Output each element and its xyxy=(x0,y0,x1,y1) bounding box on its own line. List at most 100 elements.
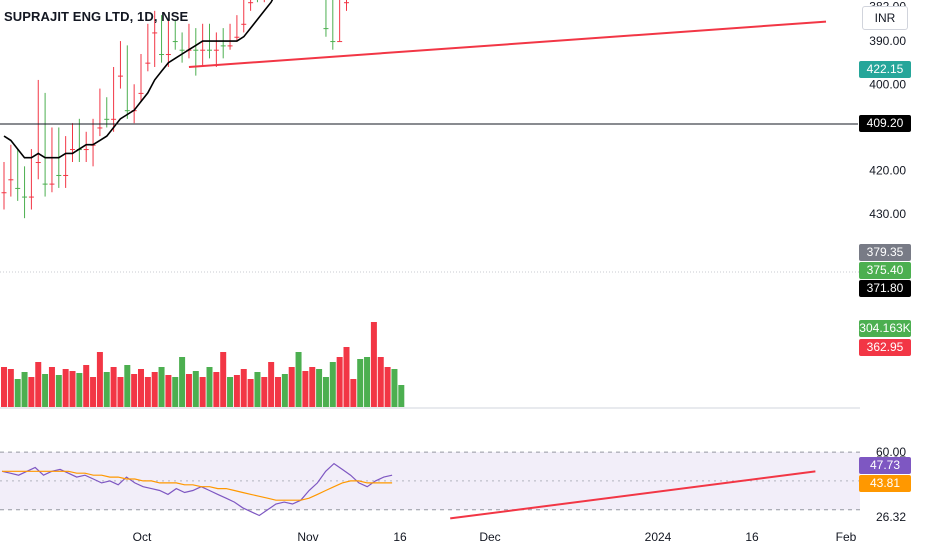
volume-bar xyxy=(227,377,234,407)
volume-bar xyxy=(261,377,268,407)
entry-price-badge: 379.35 xyxy=(859,244,911,261)
candle-body xyxy=(330,41,336,43)
candle-body xyxy=(124,110,130,112)
volume-bar xyxy=(295,352,302,407)
volume-bar xyxy=(28,377,35,407)
volume-bar xyxy=(172,377,179,407)
price-tick-label: 430.00 xyxy=(869,207,906,221)
currency-selector[interactable]: INR xyxy=(862,6,908,30)
volume-bar xyxy=(7,369,14,407)
volume-bar xyxy=(21,372,28,407)
rsi-value-badge: 47.73 xyxy=(859,457,911,474)
candle-body xyxy=(56,174,62,176)
target-price-badge: 422.15 xyxy=(859,61,911,78)
candle-body xyxy=(145,62,151,64)
candle-body xyxy=(152,32,158,34)
volume-bar xyxy=(151,372,158,407)
volume-bar xyxy=(254,372,261,407)
volume-bar xyxy=(179,357,186,407)
candle-body xyxy=(179,49,185,51)
candle-body xyxy=(28,196,34,198)
volume-bar xyxy=(275,377,281,407)
grid-lines xyxy=(0,271,860,409)
candle-body xyxy=(220,45,226,47)
ma-polyline xyxy=(3,0,274,159)
volume-bar xyxy=(370,322,377,407)
candle-body xyxy=(8,179,14,181)
price-tick-label: 420.00 xyxy=(869,164,906,178)
volume-bar xyxy=(42,374,49,407)
volume-bar xyxy=(316,369,323,407)
horizontal-line-price-badge: 409.20 xyxy=(859,115,911,132)
volume-bar xyxy=(96,352,103,407)
time-tick-label: 2024 xyxy=(645,530,672,544)
candle-body xyxy=(172,41,178,43)
time-tick-label: 16 xyxy=(393,530,407,544)
rsi-ma-line xyxy=(2,470,393,501)
upper-trendline xyxy=(188,20,827,68)
volume-bar xyxy=(288,367,295,407)
volume-bar xyxy=(55,375,62,407)
time-tick-label: Nov xyxy=(297,530,318,544)
volume-bar xyxy=(309,367,316,407)
candle-body xyxy=(138,92,144,94)
volume-bar xyxy=(364,357,371,407)
candle-body xyxy=(193,49,199,51)
candle-body xyxy=(70,149,75,151)
volume-bar xyxy=(199,377,206,407)
candle-body xyxy=(165,54,171,56)
volume-bar xyxy=(76,373,83,407)
volume-bar xyxy=(398,385,405,407)
volume-bar xyxy=(220,352,227,407)
volume-bar xyxy=(343,347,350,407)
candle-body xyxy=(337,41,343,43)
volume-bar xyxy=(185,374,192,407)
candle-body xyxy=(207,49,212,51)
rsi-pane xyxy=(0,451,860,520)
candle-body xyxy=(111,118,117,120)
volume-bar xyxy=(240,369,247,407)
candle-body xyxy=(234,36,240,38)
candle-body xyxy=(49,183,55,185)
time-tick-label: 16 xyxy=(745,530,759,544)
volume-bar xyxy=(302,371,309,407)
time-tick-label: Feb xyxy=(836,530,857,544)
candle-body xyxy=(344,2,349,4)
stop-price-badge: 362.95 xyxy=(859,339,911,356)
volume-bar xyxy=(213,372,220,407)
volume-bar xyxy=(158,367,165,407)
volume-bar xyxy=(110,367,117,407)
volume-bar xyxy=(144,377,151,407)
time-tick-label: Dec xyxy=(479,530,500,544)
volume-bar xyxy=(48,367,55,407)
trendlines xyxy=(188,20,827,68)
volume-bar xyxy=(62,369,69,407)
candle-body xyxy=(1,192,7,194)
moving-average-price-badge: 371.80 xyxy=(859,280,911,297)
rsi-tick-label: 60.00 xyxy=(876,445,906,459)
volume-bar xyxy=(90,377,97,407)
candle-body xyxy=(63,174,69,176)
candle-body xyxy=(323,28,329,30)
volume-bar xyxy=(69,371,76,407)
volume-bar xyxy=(138,369,144,407)
volume-bar xyxy=(35,362,42,407)
candle-body xyxy=(241,23,247,25)
volume-bar xyxy=(384,367,391,407)
candle-body xyxy=(97,127,103,129)
price-tick-label: 400.00 xyxy=(869,77,906,91)
volume-bar xyxy=(281,374,288,407)
candle-body xyxy=(227,45,233,47)
volume-bar xyxy=(206,367,213,407)
volume-bar xyxy=(391,369,398,407)
volume-bar xyxy=(131,374,138,407)
close-price-badge: 375.40 xyxy=(859,262,911,279)
volume-bar xyxy=(1,367,7,407)
volume-bar xyxy=(117,377,124,407)
rsi-tick-label: 26.32 xyxy=(876,510,906,524)
symbol-title: SUPRAJIT ENG LTD, 1D, NSE xyxy=(4,9,189,24)
volume-bar xyxy=(357,359,364,407)
volume-badge: 304.163K xyxy=(859,320,911,337)
volume-bar xyxy=(377,357,384,407)
